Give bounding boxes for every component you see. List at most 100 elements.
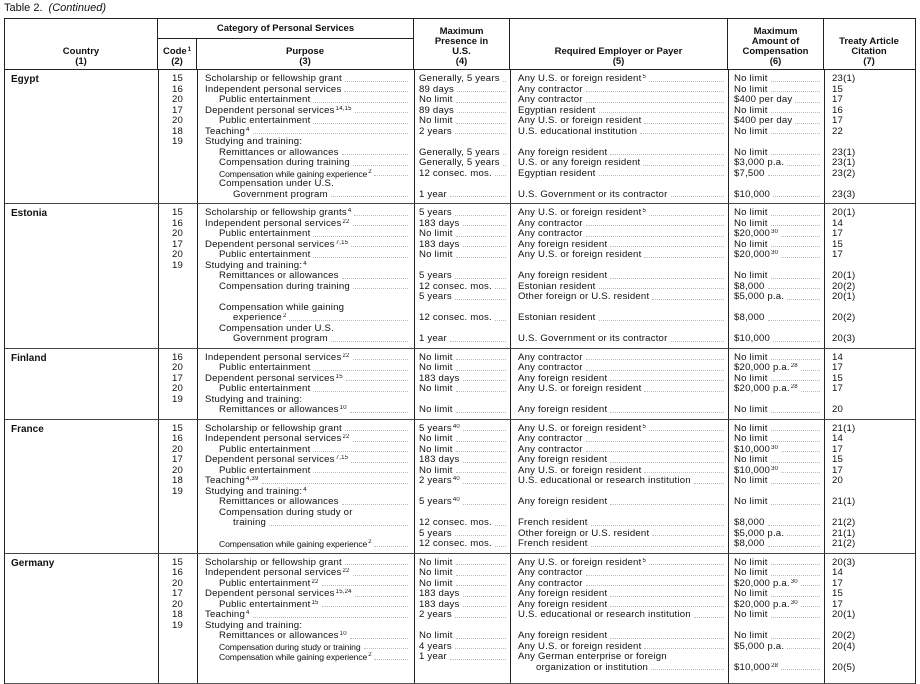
table-row: 16 Independent personal services 89 days An… xyxy=(5,85,915,96)
footnote-ref: 30 xyxy=(771,229,779,235)
employer-cell: U.S. Government or its contractor xyxy=(518,190,728,201)
table-row: Remittances or allowances10 No limit Any f… xyxy=(5,631,915,642)
amount-cell: No limit xyxy=(734,424,824,435)
cite-cell: 17 xyxy=(832,465,844,476)
cite-cell: 20(3) xyxy=(832,334,856,344)
footnote-ref: 5 xyxy=(642,208,646,214)
purpose-cell: Dependent personal services7,15 xyxy=(205,240,412,251)
table-row: Government program 1 year U.S. Government … xyxy=(5,334,915,345)
presence-cell: 12 consec. mos. xyxy=(419,282,510,293)
employer-cell: French resident xyxy=(518,539,728,550)
code-cell: 19 xyxy=(171,620,184,631)
amount-cell: $10,00030 xyxy=(734,466,824,477)
employer-cell: Any German enterprise or foreign xyxy=(518,652,667,662)
employer-cell: Any foreign resident xyxy=(518,455,728,466)
amount-cell: $8,000 xyxy=(734,313,824,324)
table-row: 18 Teaching4,39 2 years40 U.S. educational … xyxy=(5,476,915,487)
table-row: 17 Dependent personal services7,15 183 day… xyxy=(5,240,915,251)
code-cell: 19 xyxy=(171,137,184,147)
purpose-cell: Scholarship or fellowship grant xyxy=(205,424,412,435)
amount-cell: No limit xyxy=(734,271,824,282)
header-num: (5) xyxy=(612,56,625,67)
cite-cell: 20(2) xyxy=(832,281,856,292)
presence-cell: No limit xyxy=(419,353,510,364)
employer-cell: Any U.S. or foreign resident5 xyxy=(518,208,728,219)
code-cell: 20 xyxy=(171,229,184,239)
amount-cell: No limit xyxy=(734,497,824,508)
presence-cell: No limit xyxy=(419,558,510,569)
presence-cell: 5 years xyxy=(419,208,510,219)
employer-cell: Any U.S. or foreign resident xyxy=(518,642,728,653)
employer-cell: U.S. or any foreign resident xyxy=(518,158,728,169)
purpose-cell: Dependent personal services15 xyxy=(205,374,412,385)
presence-cell: 12 consec. mos. xyxy=(419,313,510,324)
amount-cell: No limit xyxy=(734,74,824,85)
presence-cell: No limit xyxy=(419,631,510,642)
table-row: Compensation under U.S. xyxy=(5,324,915,335)
amount-cell: $5,000 p.a. xyxy=(734,292,824,303)
table-row: 19 Studying and training:4 xyxy=(5,261,915,272)
purpose-cell: Studying and training:4 xyxy=(205,260,307,271)
country-name: Egypt xyxy=(11,74,39,85)
presence-cell: 183 days xyxy=(419,240,510,251)
employer-cell: Any foreign resident xyxy=(518,631,728,642)
cite-cell: 20 xyxy=(832,405,844,415)
table-row: 17 Dependent personal services15 183 days A… xyxy=(5,374,915,385)
footnote-ref: 15,24 xyxy=(335,589,352,595)
cite-cell: 21(2) xyxy=(832,518,856,528)
table-row: 15 Scholarship or fellowship grant General… xyxy=(5,74,915,85)
table-row: 19 Studying and training: xyxy=(5,395,915,406)
table-row: 20 Public entertainment15 183 days Any fore… xyxy=(5,600,915,611)
table-row: 15 Scholarship or fellowship grant 5 years… xyxy=(5,424,915,435)
amount-cell: No limit xyxy=(734,476,824,487)
header-presence: Maximum Presence in U.S. (4) xyxy=(414,19,510,69)
code-cell: 19 xyxy=(171,394,184,405)
country-name: France xyxy=(11,423,44,435)
cite-cell: 14 xyxy=(832,434,844,444)
table-row: organization or institution $10,00028 20(5… xyxy=(5,663,915,674)
purpose-cell: Compensation while gaining experience2 xyxy=(205,539,412,550)
header-purpose: Purpose (3) xyxy=(197,39,414,69)
employer-cell: Any contractor xyxy=(518,568,728,579)
purpose-cell: Teaching4 xyxy=(205,610,412,621)
code-cell: 17 xyxy=(171,373,184,384)
employer-cell: Any contractor xyxy=(518,445,728,456)
amount-cell: No limit xyxy=(734,106,824,117)
presence-cell: Generally, 5 years xyxy=(419,74,510,85)
employer-cell: U.S. educational institution xyxy=(518,127,728,138)
employer-cell: Any contractor xyxy=(518,434,728,445)
purpose-cell: Studying and training: xyxy=(205,137,303,147)
purpose-cell: Compensation during study or training xyxy=(205,642,412,653)
footnote-ref: 2 xyxy=(368,652,372,658)
table-row: 17 Dependent personal services7,15 183 day… xyxy=(5,455,915,466)
table-row: Compensation during study or xyxy=(5,508,915,519)
footnote-ref: 4 xyxy=(303,486,307,493)
purpose-cell: Remittances or allowances10 xyxy=(205,405,412,416)
header-code: Code1 (2) xyxy=(158,39,197,69)
employer-cell: Any U.S. or foreign resident5 xyxy=(518,558,728,569)
header-employer: Required Employer or Payer (5) xyxy=(510,19,728,69)
employer-cell: Any contractor xyxy=(518,579,728,590)
table-row: experience2 12 consec. mos. Estonian resid… xyxy=(5,313,915,324)
presence-cell: No limit xyxy=(419,579,510,590)
country-group-egypt: Egypt 15 Scholarship or fellowship grant Ge… xyxy=(5,70,915,204)
presence-cell: 183 days xyxy=(419,219,510,230)
presence-cell: No limit xyxy=(419,250,510,261)
country-group-germany: Germany 15 Scholarship or fellowship grant… xyxy=(5,554,915,684)
code-cell: 18 xyxy=(171,610,184,620)
amount-cell: $3,000 p.a. xyxy=(734,158,824,169)
amount-cell: No limit xyxy=(734,589,824,600)
footnote-ref: 15 xyxy=(335,373,343,380)
table-row: 15 Scholarship or fellowship grants4 5 yea… xyxy=(5,208,915,219)
presence-cell: No limit xyxy=(419,405,510,416)
employer-cell: Any contractor xyxy=(518,353,728,364)
cite-cell: 15 xyxy=(832,455,844,465)
footnote-ref: 30 xyxy=(771,465,779,472)
employer-cell: Any contractor xyxy=(518,229,728,240)
presence-cell: No limit xyxy=(419,384,510,395)
purpose-cell: Dependent personal services14,15 xyxy=(205,106,412,117)
header-num: (2) xyxy=(171,56,183,67)
code-cell: 19 xyxy=(171,486,184,497)
table-row: 5 years Other foreign or U.S. resident $5,… xyxy=(5,292,915,303)
code-cell: 17 xyxy=(171,589,184,599)
